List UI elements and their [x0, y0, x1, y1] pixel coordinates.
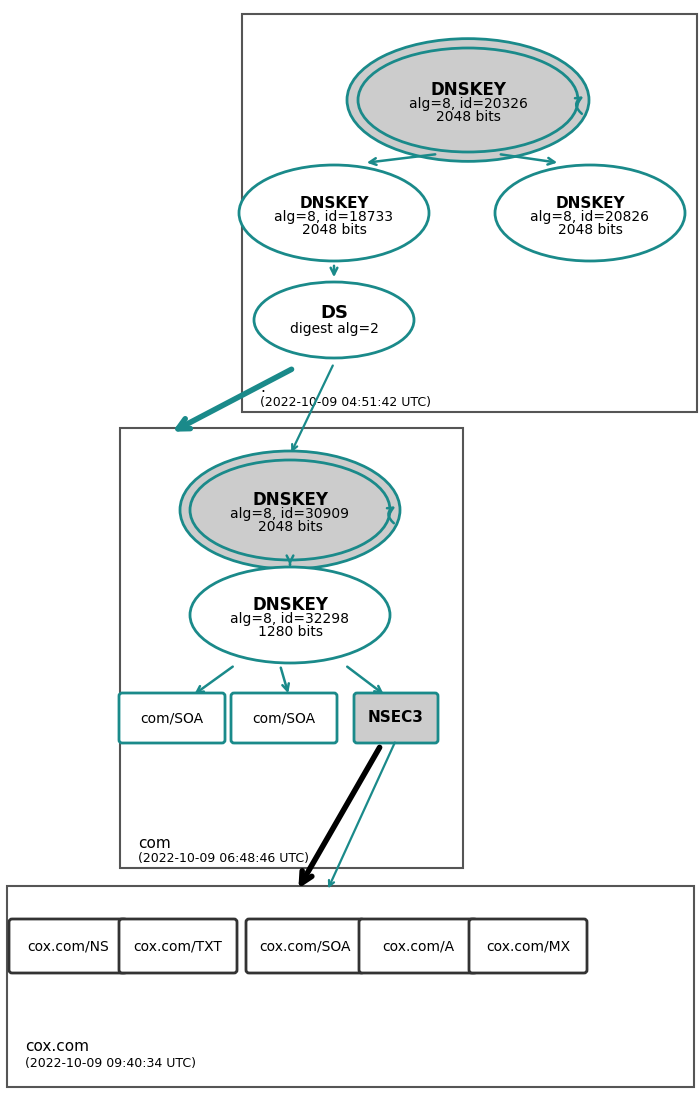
Text: 1280 bits: 1280 bits	[257, 625, 322, 639]
FancyBboxPatch shape	[359, 919, 477, 973]
Text: digest alg=2: digest alg=2	[289, 322, 378, 336]
Text: cox.com/TXT: cox.com/TXT	[134, 939, 222, 953]
FancyBboxPatch shape	[246, 919, 364, 973]
Text: (2022-10-09 04:51:42 UTC): (2022-10-09 04:51:42 UTC)	[260, 396, 431, 409]
Bar	[7, 886, 694, 1087]
Text: 2048 bits: 2048 bits	[301, 223, 366, 237]
Text: com/SOA: com/SOA	[252, 711, 315, 725]
Ellipse shape	[180, 451, 400, 569]
Ellipse shape	[239, 165, 429, 261]
Ellipse shape	[347, 38, 589, 161]
Text: cox.com: cox.com	[25, 1039, 89, 1054]
Text: NSEC3: NSEC3	[368, 710, 424, 725]
Text: com/SOA: com/SOA	[140, 711, 203, 725]
Text: (2022-10-09 09:40:34 UTC): (2022-10-09 09:40:34 UTC)	[25, 1057, 196, 1070]
Text: 2048 bits: 2048 bits	[435, 110, 500, 124]
Text: .: .	[260, 380, 265, 395]
Text: DS: DS	[320, 304, 348, 322]
Text: alg=8, id=20326: alg=8, id=20326	[408, 97, 528, 110]
Bar	[120, 428, 463, 868]
Text: alg=8, id=30909: alg=8, id=30909	[231, 507, 350, 521]
Text: alg=8, id=32298: alg=8, id=32298	[231, 612, 350, 626]
Text: DNSKEY: DNSKEY	[430, 81, 506, 98]
Text: DNSKEY: DNSKEY	[252, 596, 328, 614]
FancyBboxPatch shape	[119, 693, 225, 743]
Ellipse shape	[190, 567, 390, 663]
Text: cox.com/NS: cox.com/NS	[27, 939, 109, 953]
Text: cox.com/A: cox.com/A	[382, 939, 454, 953]
Text: 2048 bits: 2048 bits	[257, 520, 322, 534]
Text: com: com	[138, 836, 171, 851]
Text: (2022-10-09 06:48:46 UTC): (2022-10-09 06:48:46 UTC)	[138, 852, 309, 865]
Text: cox.com/MX: cox.com/MX	[486, 939, 570, 953]
FancyBboxPatch shape	[469, 919, 587, 973]
Ellipse shape	[190, 459, 390, 560]
Text: DNSKEY: DNSKEY	[555, 196, 625, 210]
Text: alg=8, id=18733: alg=8, id=18733	[275, 210, 394, 224]
Ellipse shape	[254, 282, 414, 358]
FancyBboxPatch shape	[119, 919, 237, 973]
Text: 2048 bits: 2048 bits	[558, 223, 622, 237]
FancyBboxPatch shape	[231, 693, 337, 743]
Text: DNSKEY: DNSKEY	[252, 491, 328, 509]
FancyBboxPatch shape	[9, 919, 127, 973]
Text: cox.com/SOA: cox.com/SOA	[259, 939, 351, 953]
Text: DNSKEY: DNSKEY	[299, 196, 369, 210]
Ellipse shape	[495, 165, 685, 261]
Text: alg=8, id=20826: alg=8, id=20826	[531, 210, 649, 224]
Ellipse shape	[358, 48, 578, 152]
Bar	[242, 14, 697, 412]
FancyBboxPatch shape	[354, 693, 438, 743]
